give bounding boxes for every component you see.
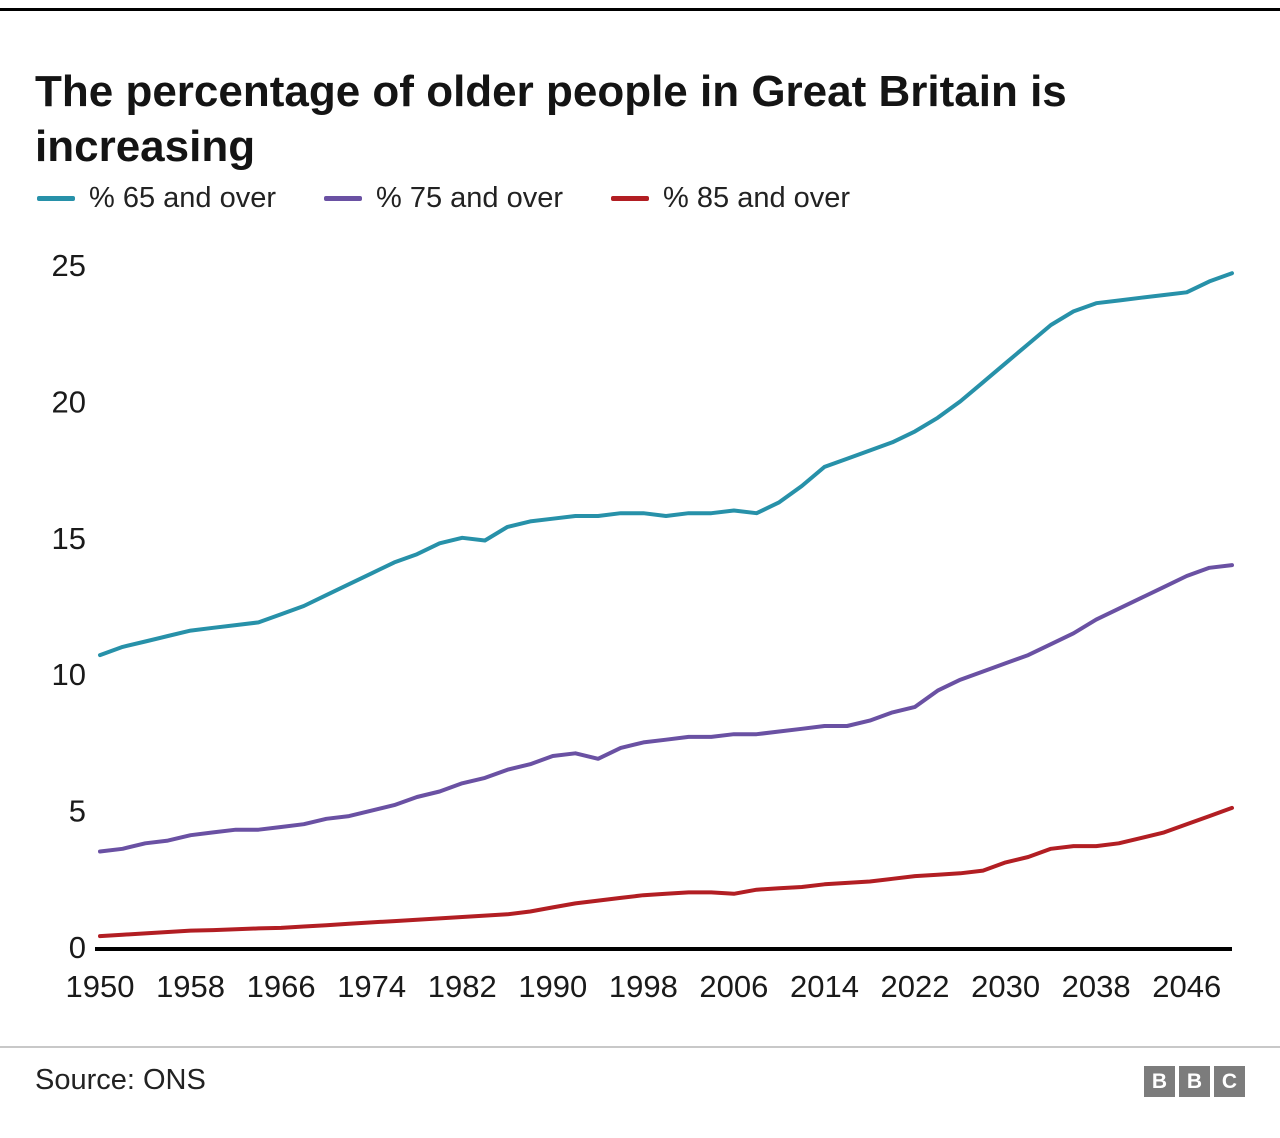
y-tick-label: 5	[69, 794, 86, 829]
legend-line-icon	[324, 196, 363, 201]
legend-line-icon	[611, 196, 650, 201]
y-tick-label: 20	[52, 384, 86, 419]
x-tick-label: 2014	[790, 969, 859, 1004]
bbc-logo-block: C	[1214, 1066, 1245, 1097]
x-tick-label: 1990	[518, 969, 587, 1004]
legend-item-85-and-over: % 85 and over	[611, 182, 850, 215]
x-tick-label: 2022	[881, 969, 950, 1004]
footer-divider	[0, 1046, 1280, 1048]
x-tick-label: 1998	[609, 969, 678, 1004]
bbc-logo: B B C	[1144, 1066, 1245, 1097]
legend-item-65-and-over: % 65 and over	[37, 182, 276, 215]
x-tick-label: 2038	[1062, 969, 1131, 1004]
bbc-logo-block: B	[1144, 1066, 1175, 1097]
x-tick-label: 1950	[66, 969, 135, 1004]
x-tick-label: 1958	[156, 969, 225, 1004]
x-tick-label: 1966	[247, 969, 316, 1004]
x-tick-label: 1982	[428, 969, 497, 1004]
x-tick-label: 2030	[971, 969, 1040, 1004]
legend-label: % 65 and over	[89, 182, 277, 214]
source-attribution: Source: ONS	[35, 1064, 206, 1096]
series-line-2	[98, 805, 1234, 939]
line-chart: 0 5 10 15 20 25 1950 1958 1966 1974 1982 1990 1998 20…	[0, 235, 1280, 1025]
x-tick-label: 2046	[1152, 969, 1221, 1004]
series-line-1	[98, 563, 1234, 854]
series-line-0	[98, 271, 1234, 658]
legend-item-75-and-over: % 75 and over	[324, 182, 563, 215]
y-tick-label: 0	[69, 930, 86, 965]
x-tick-label: 2006	[699, 969, 768, 1004]
legend-label: % 85 and over	[663, 182, 851, 214]
y-tick-label: 10	[52, 657, 86, 692]
legend-line-icon	[37, 196, 75, 201]
line-chart-svg: 0 5 10 15 20 25 1950 1958 1966 1974 1982 1990 1998 20…	[52, 248, 1234, 1004]
bbc-logo-block: B	[1179, 1066, 1210, 1097]
chart-legend: % 65 and over % 75 and over % 85 and ove…	[37, 182, 850, 215]
y-tick-label: 15	[52, 521, 86, 556]
page-title: The percentage of older people in Great …	[35, 67, 1067, 172]
top-divider	[0, 8, 1280, 11]
x-tick-label: 1974	[337, 969, 406, 1004]
y-tick-label: 25	[52, 248, 86, 283]
legend-label: % 75 and over	[376, 182, 564, 214]
